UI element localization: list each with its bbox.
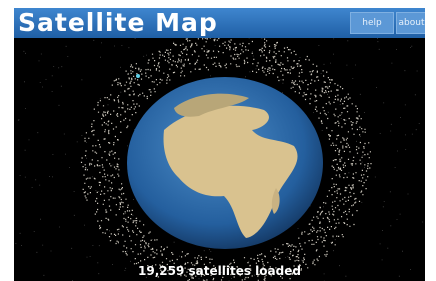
- page: Satellite Map help about 19,259 satellit…: [0, 0, 436, 281]
- scene: [14, 38, 425, 281]
- status-text: 19,259 satellites loaded: [14, 264, 425, 278]
- app-title: Satellite Map: [18, 9, 218, 37]
- app: Satellite Map help about 19,259 satellit…: [14, 8, 425, 281]
- about-button[interactable]: about: [396, 12, 425, 34]
- help-button[interactable]: help: [350, 12, 394, 34]
- satellite: [136, 74, 140, 78]
- header-bar: Satellite Map help about: [14, 8, 425, 38]
